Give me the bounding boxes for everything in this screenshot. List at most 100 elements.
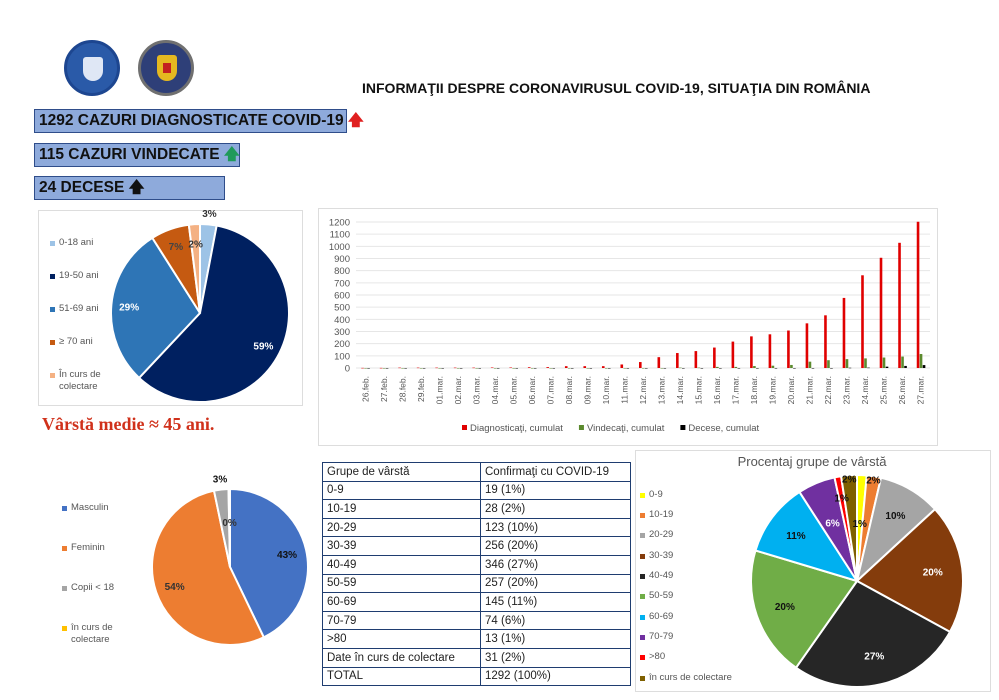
pie-data-label: 59% — [253, 341, 273, 352]
bar — [453, 367, 457, 369]
age-group-table: Grupe de vârstă Confirmaţi cu COVID-19 0-9… — [322, 462, 631, 687]
legend-label: Decese, cumulat — [688, 423, 759, 434]
stat-deaths: 24 DECESE 🡅 — [34, 176, 225, 200]
legend-item: Masculin — [62, 502, 132, 514]
bar — [367, 368, 370, 369]
legend-swatch — [62, 586, 67, 591]
bar — [790, 364, 793, 368]
pie-slice — [137, 224, 290, 403]
bar — [750, 336, 753, 368]
legend-swatch — [640, 493, 645, 498]
legend-label: 40-49 — [649, 570, 674, 581]
bar — [533, 368, 537, 369]
pie-data-label: 2% — [842, 474, 857, 485]
stat-label: 24 DECESE — [39, 179, 125, 196]
bar — [642, 368, 645, 369]
bar — [623, 368, 627, 369]
pie-slice — [187, 222, 201, 314]
bar — [422, 368, 426, 369]
legend-label: Feminin — [71, 542, 105, 553]
pie-data-label: 6% — [825, 518, 840, 529]
bar — [731, 341, 735, 368]
table-row: 10-19 28 (2%) — [322, 499, 631, 519]
pie-slice — [794, 579, 952, 688]
bar — [774, 368, 778, 369]
bar — [793, 368, 796, 369]
legend-swatch — [640, 676, 645, 681]
bar — [734, 366, 738, 368]
bar — [509, 367, 512, 369]
legend-item: 40-49 — [640, 570, 780, 582]
x-tick-label: 28.feb. — [397, 376, 407, 402]
x-tick-label: 22.mar. — [823, 376, 833, 404]
y-tick-label: 900 — [334, 254, 350, 265]
legend-item: 10-19 — [640, 509, 780, 521]
legend-item: 60-69 — [640, 611, 780, 623]
table-row: 70-79 74 (6%) — [322, 610, 631, 631]
legend-swatch — [640, 513, 645, 518]
bar — [700, 368, 704, 369]
pie-data-label: 43% — [277, 550, 297, 561]
x-tick-label: 18.mar. — [749, 376, 759, 404]
bar — [756, 368, 759, 369]
bar — [361, 367, 364, 369]
x-tick-label: 15.mar. — [694, 376, 704, 404]
bar — [864, 358, 867, 368]
x-tick-label: 19.mar. — [768, 376, 778, 404]
bar — [478, 368, 481, 369]
x-tick-label: 04.mar. — [490, 376, 500, 404]
y-tick-label: 600 — [334, 291, 350, 302]
bar — [639, 362, 642, 368]
bar — [564, 366, 568, 368]
legend-item: 0-9 — [640, 489, 780, 501]
bar — [867, 367, 870, 369]
x-tick-label: 26.feb. — [360, 376, 370, 402]
x-tick-label: 17.mar. — [731, 376, 741, 404]
bar — [382, 368, 386, 369]
bar — [607, 368, 611, 369]
legend-swatch — [680, 425, 686, 430]
y-tick-label: 700 — [334, 278, 350, 289]
bar — [901, 356, 904, 368]
legend-label: Diagnosticaţi, cumulat — [470, 423, 563, 434]
bar — [604, 368, 608, 369]
table-row: 0-9 19 (1%) — [322, 480, 631, 501]
pie-slice — [227, 487, 231, 568]
table-row: Date în curs de colectare 31 (2%) — [322, 647, 631, 668]
legend-item: >80 — [640, 651, 780, 663]
bar — [493, 368, 497, 369]
legend-swatch — [50, 373, 55, 378]
legend-item: În curs de colectare — [50, 369, 125, 393]
x-tick-label: 24.mar. — [860, 376, 870, 404]
bar — [845, 359, 849, 368]
stat-recovered: 115 CAZURI VINDECATE 🡅 — [34, 143, 240, 167]
pie-data-label: 11% — [786, 531, 806, 542]
cell-age-group: Date în curs de colectare — [322, 647, 481, 668]
pie-data-label: 29% — [119, 302, 139, 313]
legend-swatch — [640, 574, 645, 579]
bar — [567, 368, 571, 369]
legend-swatch — [578, 425, 584, 430]
pie-slice — [110, 236, 202, 380]
arrow-up-icon: 🡅 — [347, 112, 364, 129]
x-tick-label: 10.mar. — [601, 376, 611, 404]
x-tick-label: 25.mar. — [879, 376, 889, 404]
legend-item: 19-50 ani — [50, 270, 125, 282]
bar — [879, 257, 883, 368]
y-tick-label: 800 — [334, 266, 350, 277]
bar — [419, 368, 423, 369]
bar — [805, 323, 809, 368]
bar — [385, 368, 389, 369]
y-tick-label: 500 — [334, 303, 350, 314]
legend-swatch — [640, 533, 645, 538]
bar — [885, 366, 889, 368]
stat-label: 1292 CAZURI DIAGNOSTICATE COVID-19 — [39, 112, 344, 129]
legend-label: ≥ 70 ani — [59, 336, 93, 347]
bar — [787, 330, 790, 368]
x-tick-label: 09.mar. — [582, 376, 592, 404]
legend-label: 51-69 ani — [59, 303, 99, 314]
x-tick-label: 16.mar. — [712, 376, 722, 404]
legend-label: 60-69 — [649, 611, 674, 622]
bar — [904, 365, 907, 368]
bar — [416, 367, 420, 369]
